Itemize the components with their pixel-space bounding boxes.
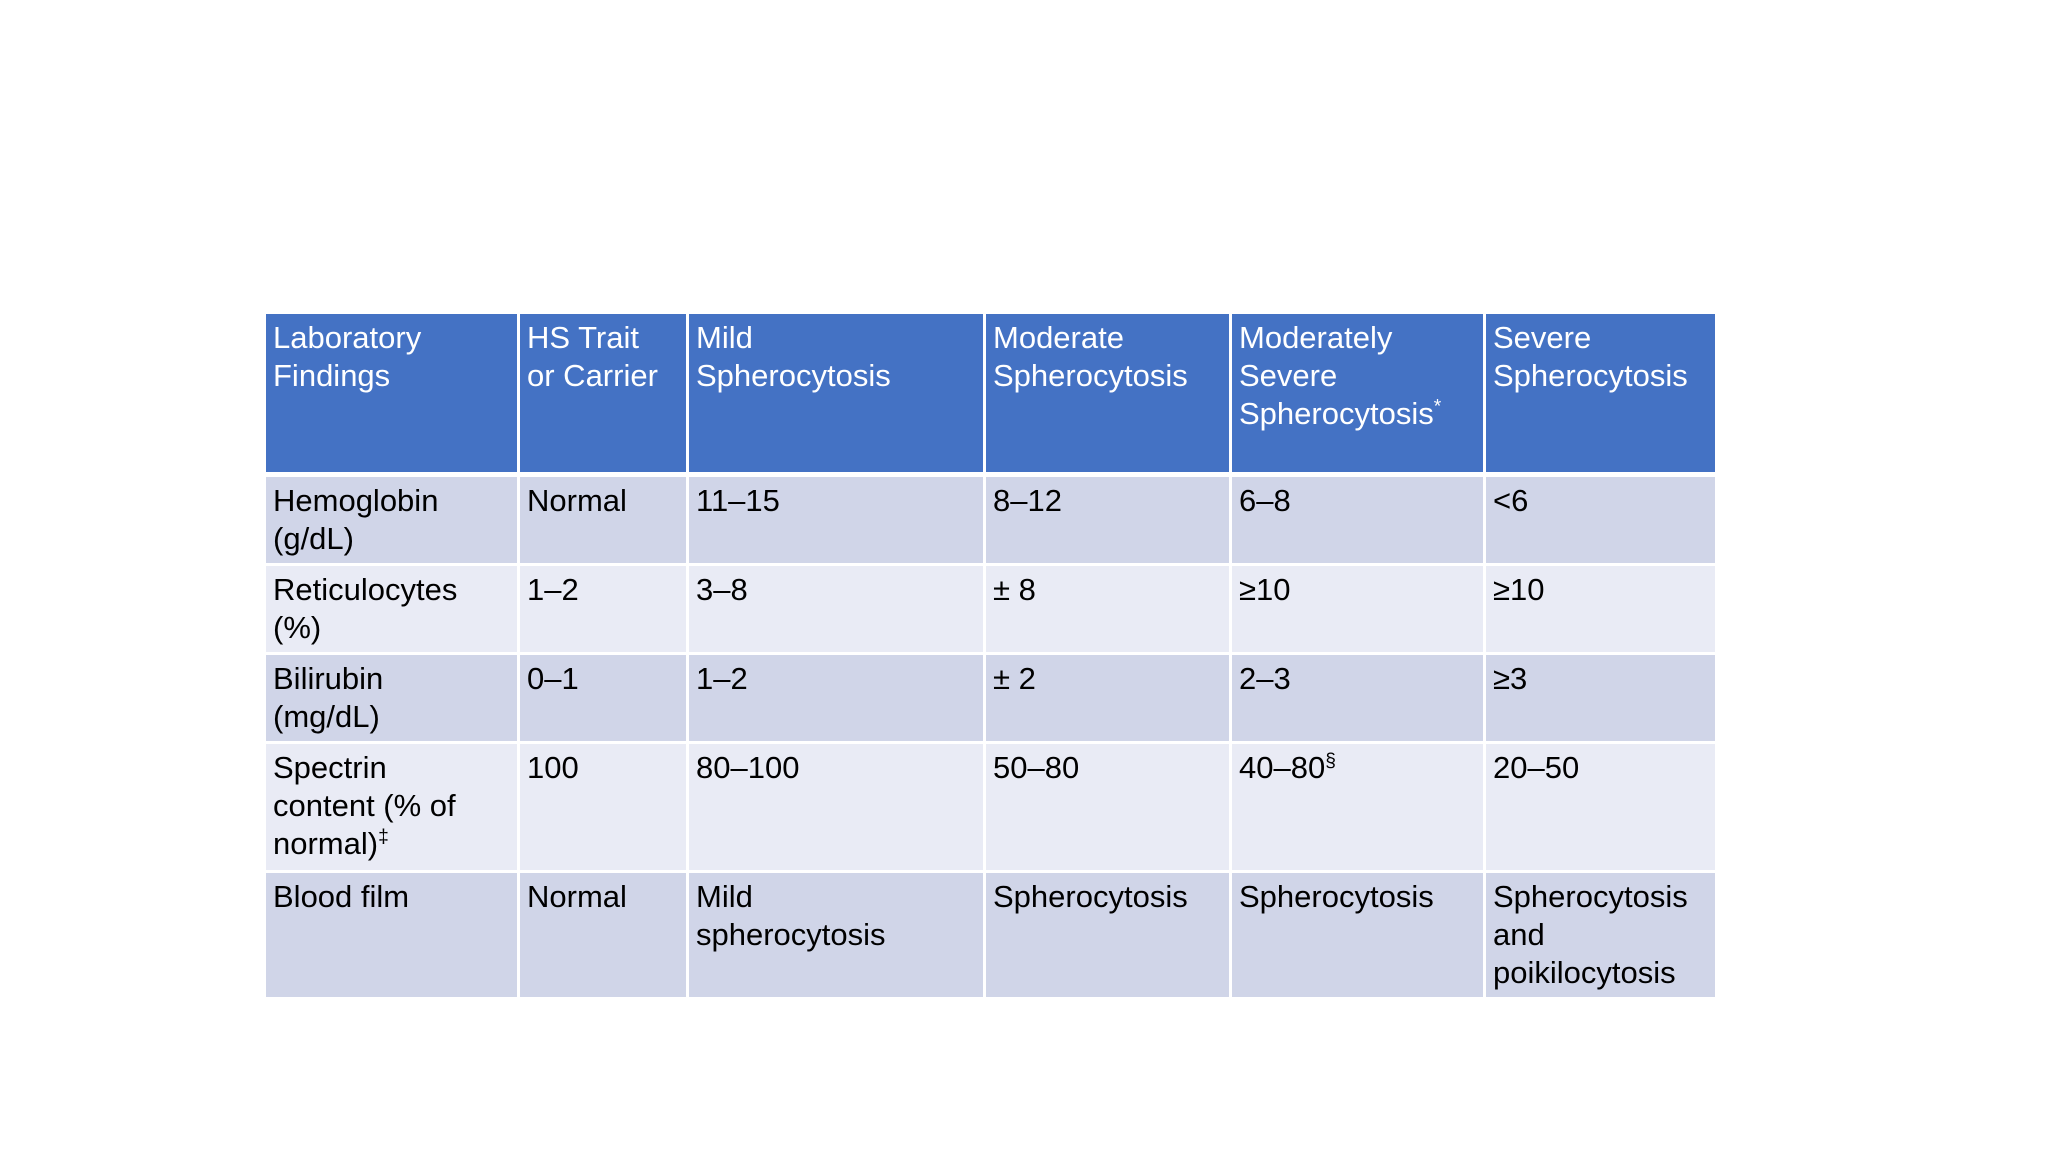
table-cell: 8–12 [983,473,1232,566]
table-cell: 80–100 [686,741,986,873]
table-cell: 11–15 [686,473,986,566]
table-cell: Normal [517,870,689,1000]
table-cell: ≥3 [1483,652,1718,744]
table-cell: <6 [1483,473,1718,566]
row-label: Spectrin content (% of normal)‡ [263,741,520,873]
column-header: Moderately Severe Spherocytosis* [1229,311,1486,477]
table-row: Hemoglobin (g/dL) Normal 11–15 8–12 6–8 <6 [263,473,1718,566]
column-header: Mild Spherocytosis [686,311,986,477]
lab-findings-table: Laboratory Findings HS Trait or Carrier Mild… [263,311,1718,1000]
row-label: Bilirubin (mg/dL) [263,652,520,744]
table-cell: 6–8 [1229,473,1486,566]
table-cell: Normal [517,473,689,566]
row-label: Blood film [263,870,520,1000]
table-row: Bilirubin (mg/dL) 0–1 1–2 ± 2 2–3 ≥3 [263,652,1718,744]
table-row: Reticulocytes (%) 1–2 3–8 ± 8 ≥10 ≥10 [263,563,1718,655]
table-cell: Spherocytosis [1229,870,1486,1000]
table-cell: 1–2 [517,563,689,655]
column-header: Laboratory Findings [263,311,520,477]
table-cell: 20–50 [1483,741,1718,873]
table-cell: ± 8 [983,563,1232,655]
table-cell: 50–80 [983,741,1232,873]
table-cell: 100 [517,741,689,873]
table-cell: ± 2 [983,652,1232,744]
table-cell: Spherocytosis [983,870,1232,1000]
table-cell: ≥10 [1229,563,1486,655]
table-cell: Mild spherocytosis [686,870,986,1000]
column-header: Severe Spherocytosis [1483,311,1718,477]
column-header: Moderate Spherocytosis [983,311,1232,477]
table-body: Hemoglobin (g/dL) Normal 11–15 8–12 6–8 <6 Reti… [263,473,1718,1000]
table-cell: 40–80§ [1229,741,1486,873]
row-label: Hemoglobin (g/dL) [263,473,520,566]
table-cell: 0–1 [517,652,689,744]
table-row: Blood film Normal Mild spherocytosis Spheroc… [263,870,1718,1000]
table-header: Laboratory Findings HS Trait or Carrier Mild… [263,311,1718,477]
row-label: Reticulocytes (%) [263,563,520,655]
table-cell: 1–2 [686,652,986,744]
table-row: Spectrin content (% of normal)‡ 100 80–100 50… [263,741,1718,873]
table-cell: Spherocytosis and poikilocytosis [1483,870,1718,1000]
table-cell: ≥10 [1483,563,1718,655]
table-header-row: Laboratory Findings HS Trait or Carrier Mild… [263,311,1718,477]
table-cell: 3–8 [686,563,986,655]
table-cell: 2–3 [1229,652,1486,744]
column-header: HS Trait or Carrier [517,311,689,477]
